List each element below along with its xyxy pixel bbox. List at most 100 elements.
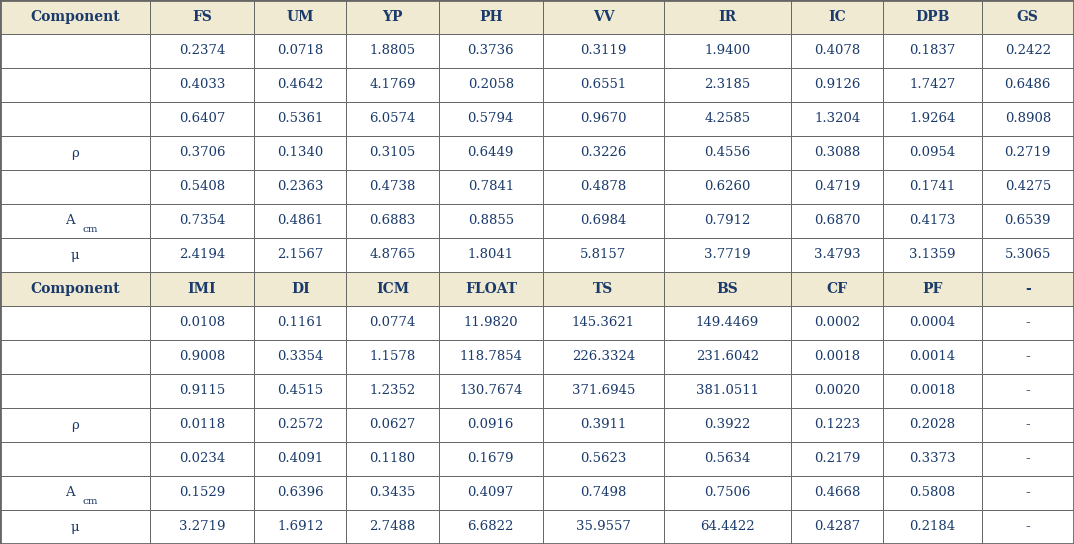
Text: 0.0954: 0.0954 <box>910 146 956 159</box>
Text: 1.1578: 1.1578 <box>369 350 416 363</box>
Bar <box>347 272 439 306</box>
Bar <box>542 68 664 102</box>
Text: 0.0108: 0.0108 <box>179 317 226 330</box>
Text: Component: Component <box>30 282 120 296</box>
Bar <box>347 102 439 136</box>
Text: 0.0020: 0.0020 <box>814 385 860 398</box>
Text: 0.0118: 0.0118 <box>179 418 226 431</box>
Text: 5.3065: 5.3065 <box>1004 249 1051 262</box>
Bar <box>0 204 150 238</box>
Text: 0.1679: 0.1679 <box>467 453 514 466</box>
Text: 0.3922: 0.3922 <box>705 418 751 431</box>
Text: 0.4515: 0.4515 <box>277 385 323 398</box>
Bar <box>792 374 884 408</box>
Bar <box>150 136 255 170</box>
Bar <box>884 238 982 272</box>
Text: 0.0916: 0.0916 <box>467 418 514 431</box>
Text: PH: PH <box>479 10 503 24</box>
Text: 2.4194: 2.4194 <box>179 249 226 262</box>
Bar <box>347 136 439 170</box>
Text: -: - <box>1026 385 1030 398</box>
Text: 0.1180: 0.1180 <box>369 453 416 466</box>
Text: 0.3911: 0.3911 <box>580 418 626 431</box>
Text: 2.1567: 2.1567 <box>277 249 323 262</box>
Bar <box>982 442 1074 476</box>
Bar <box>664 272 792 306</box>
Text: 0.7506: 0.7506 <box>705 486 751 499</box>
Bar <box>255 34 347 68</box>
Bar <box>0 408 150 442</box>
Bar <box>439 68 542 102</box>
Bar <box>542 374 664 408</box>
Bar <box>792 102 884 136</box>
Bar <box>884 204 982 238</box>
Bar <box>439 136 542 170</box>
Text: 35.9557: 35.9557 <box>576 521 630 534</box>
Text: 0.9126: 0.9126 <box>814 78 860 91</box>
Bar <box>664 34 792 68</box>
Bar <box>664 238 792 272</box>
Text: 0.4719: 0.4719 <box>814 181 860 194</box>
Bar <box>884 476 982 510</box>
Text: 381.0511: 381.0511 <box>696 385 759 398</box>
Bar <box>982 0 1074 34</box>
Bar <box>982 170 1074 204</box>
Bar <box>884 170 982 204</box>
Bar <box>150 374 255 408</box>
Text: 0.3373: 0.3373 <box>910 453 956 466</box>
Text: GS: GS <box>1017 10 1039 24</box>
Text: 0.2422: 0.2422 <box>1005 45 1050 58</box>
Bar <box>0 476 150 510</box>
Bar <box>255 170 347 204</box>
Text: -: - <box>1026 486 1030 499</box>
Text: 0.6260: 0.6260 <box>705 181 751 194</box>
Text: 0.5408: 0.5408 <box>179 181 226 194</box>
Text: 0.4738: 0.4738 <box>369 181 416 194</box>
Text: 0.4033: 0.4033 <box>179 78 226 91</box>
Text: 1.2352: 1.2352 <box>369 385 416 398</box>
Text: 231.6042: 231.6042 <box>696 350 759 363</box>
Text: 0.3354: 0.3354 <box>277 350 323 363</box>
Text: 226.3324: 226.3324 <box>571 350 635 363</box>
Bar <box>982 476 1074 510</box>
Bar <box>347 442 439 476</box>
Bar <box>542 340 664 374</box>
Text: 0.2363: 0.2363 <box>277 181 323 194</box>
Text: 0.0718: 0.0718 <box>277 45 323 58</box>
Bar <box>347 374 439 408</box>
Bar <box>884 408 982 442</box>
Text: 0.3736: 0.3736 <box>467 45 514 58</box>
Bar <box>792 136 884 170</box>
Text: 371.6945: 371.6945 <box>571 385 635 398</box>
Text: 0.7841: 0.7841 <box>467 181 514 194</box>
Text: 0.6870: 0.6870 <box>814 214 860 227</box>
Text: DPB: DPB <box>915 10 949 24</box>
Text: 0.9670: 0.9670 <box>580 113 626 126</box>
Bar <box>150 34 255 68</box>
Bar <box>982 510 1074 544</box>
Bar <box>664 204 792 238</box>
Bar <box>347 510 439 544</box>
Bar <box>255 306 347 340</box>
Text: 0.4878: 0.4878 <box>580 181 626 194</box>
Bar <box>439 442 542 476</box>
Bar <box>347 476 439 510</box>
Text: cm: cm <box>83 497 98 506</box>
Bar <box>439 306 542 340</box>
Text: BS: BS <box>716 282 739 296</box>
Bar <box>664 68 792 102</box>
Bar <box>439 102 542 136</box>
Text: 0.0018: 0.0018 <box>814 350 860 363</box>
Bar <box>347 238 439 272</box>
Bar <box>0 238 150 272</box>
Text: 0.1741: 0.1741 <box>910 181 956 194</box>
Text: 118.7854: 118.7854 <box>460 350 522 363</box>
Bar <box>439 0 542 34</box>
Text: 0.4861: 0.4861 <box>277 214 323 227</box>
Bar <box>664 442 792 476</box>
Bar <box>0 170 150 204</box>
Bar <box>982 306 1074 340</box>
Bar <box>982 408 1074 442</box>
Text: 0.8855: 0.8855 <box>468 214 513 227</box>
Text: 0.5634: 0.5634 <box>705 453 751 466</box>
